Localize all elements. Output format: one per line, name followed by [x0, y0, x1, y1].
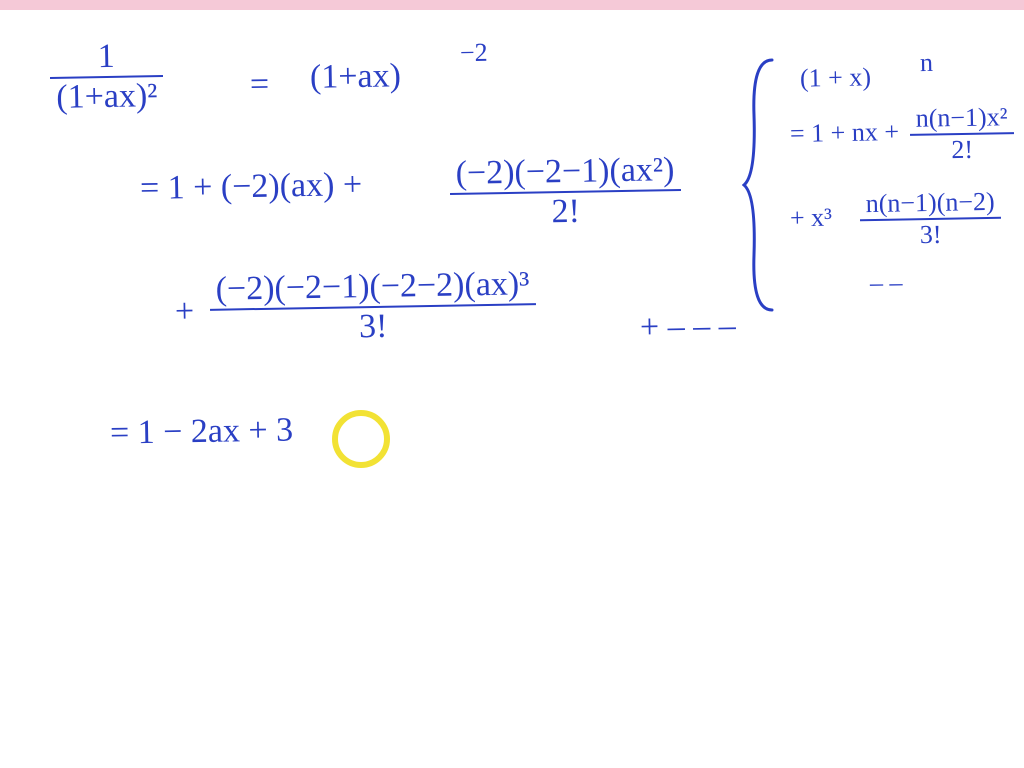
side-t2-den: 2!	[910, 132, 1014, 164]
line2-lead: = 1 + (−2)(ax) +	[140, 168, 363, 206]
line3-frac-den: 3!	[210, 303, 536, 347]
line3-frac: (−2)(−2−1)(−2−2)(ax)³ 3!	[209, 267, 536, 347]
side-eq: = 1 + nx +	[790, 119, 899, 147]
whiteboard-canvas: 1 (1+ax)² = (1+ax) −2 = 1 + (−2)(ax) + (…	[0, 10, 1024, 768]
line2-frac: (−2)(−2−1)(ax²) 2!	[449, 153, 681, 231]
line3-plus: +	[175, 295, 195, 329]
line1-lhs-fraction: 1 (1+ax)²	[49, 39, 163, 115]
side-t3-den: 3!	[860, 217, 1001, 249]
highlight-circle	[332, 410, 390, 468]
line1-lhs-num: 1	[49, 39, 163, 77]
side-head-base: (1 + x)	[800, 64, 871, 91]
line2-frac-den: 2!	[450, 189, 681, 231]
line1-lhs-den: (1+ax)²	[50, 75, 164, 115]
line3-frac-num: (−2)(−2−1)(−2−2)(ax)³	[209, 267, 535, 309]
side-plus-x3: + x³	[790, 205, 832, 232]
line1-rhs-exp: −2	[460, 40, 488, 66]
line3-tail: + – – –	[640, 309, 736, 345]
side-head-exp: n	[920, 50, 933, 76]
brace-icon	[742, 55, 782, 315]
side-t2-frac: n(n−1)x² 2!	[910, 104, 1015, 164]
side-t3-frac: n(n−1)(n−2) 3!	[860, 189, 1002, 249]
side-t3-num: n(n−1)(n−2)	[860, 189, 1001, 219]
side-t2-num: n(n−1)x²	[910, 104, 1014, 134]
line1-eq: =	[250, 68, 270, 102]
line2-frac-num: (−2)(−2−1)(ax²)	[449, 153, 680, 193]
side-trail: – –	[870, 270, 903, 297]
top-bar	[0, 0, 1024, 10]
line4: = 1 − 2ax + 3	[110, 413, 294, 450]
line1-rhs-base: (1+ax)	[310, 59, 402, 95]
